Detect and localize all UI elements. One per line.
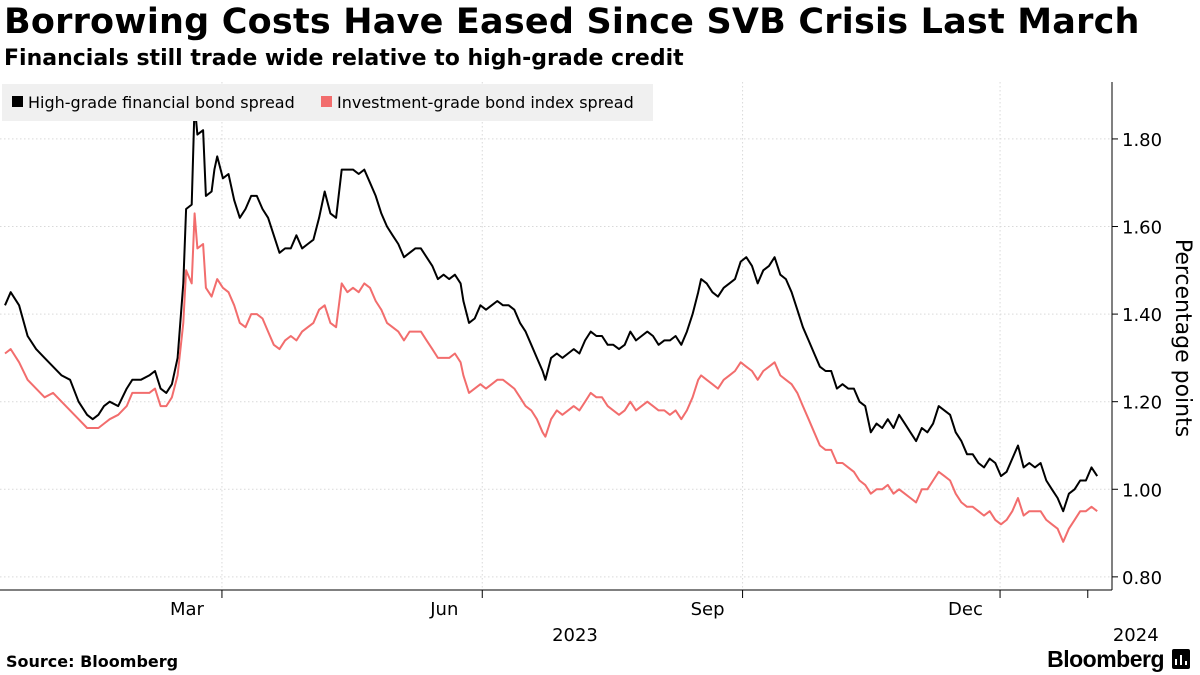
x-tick-label: Sep (691, 599, 725, 620)
series-line-financial (4, 102, 1099, 513)
chart-subtitle: Financials still trade wide relative to … (4, 46, 684, 71)
legend-label-index: Investment-grade bond index spread (337, 93, 634, 112)
bloomberg-terminal-icon (1172, 649, 1190, 669)
series-lines (4, 102, 1099, 543)
gridlines (0, 82, 1112, 590)
legend: High-grade financial bond spread Investme… (2, 84, 653, 121)
axes: 0.80 1.00 1.20 1.40 1.60 1.80 Mar Jun Sep Dec 2023… (0, 82, 1195, 646)
legend-label-financial: High-grade financial bond spread (28, 93, 295, 112)
y-tick-label: 1.20 (1122, 393, 1162, 414)
y-tick-label: 1.80 (1122, 130, 1162, 151)
x-tick-label: Jun (429, 599, 458, 620)
brand-logo: Bloomberg (1047, 646, 1164, 672)
y-tick-label: 1.60 (1122, 218, 1162, 239)
y-tick-label: 0.80 (1122, 568, 1162, 589)
x-tick-label: Mar (170, 599, 205, 620)
source-note: Source: Bloomberg (6, 652, 179, 671)
legend-swatch-index (321, 96, 332, 107)
legend-swatch-financial (12, 96, 23, 107)
y-tick-label: 1.00 (1122, 480, 1162, 501)
y-axis-title: Percentage points (1170, 239, 1195, 437)
y-tick-label: 1.40 (1122, 305, 1162, 326)
x-year-label: 2023 (552, 625, 598, 646)
chart-title: Borrowing Costs Have Eased Since SVB Cri… (4, 2, 1140, 42)
series-line-index (4, 212, 1098, 543)
x-year-label: 2024 (1113, 625, 1159, 646)
x-tick-label: Dec (948, 599, 983, 620)
